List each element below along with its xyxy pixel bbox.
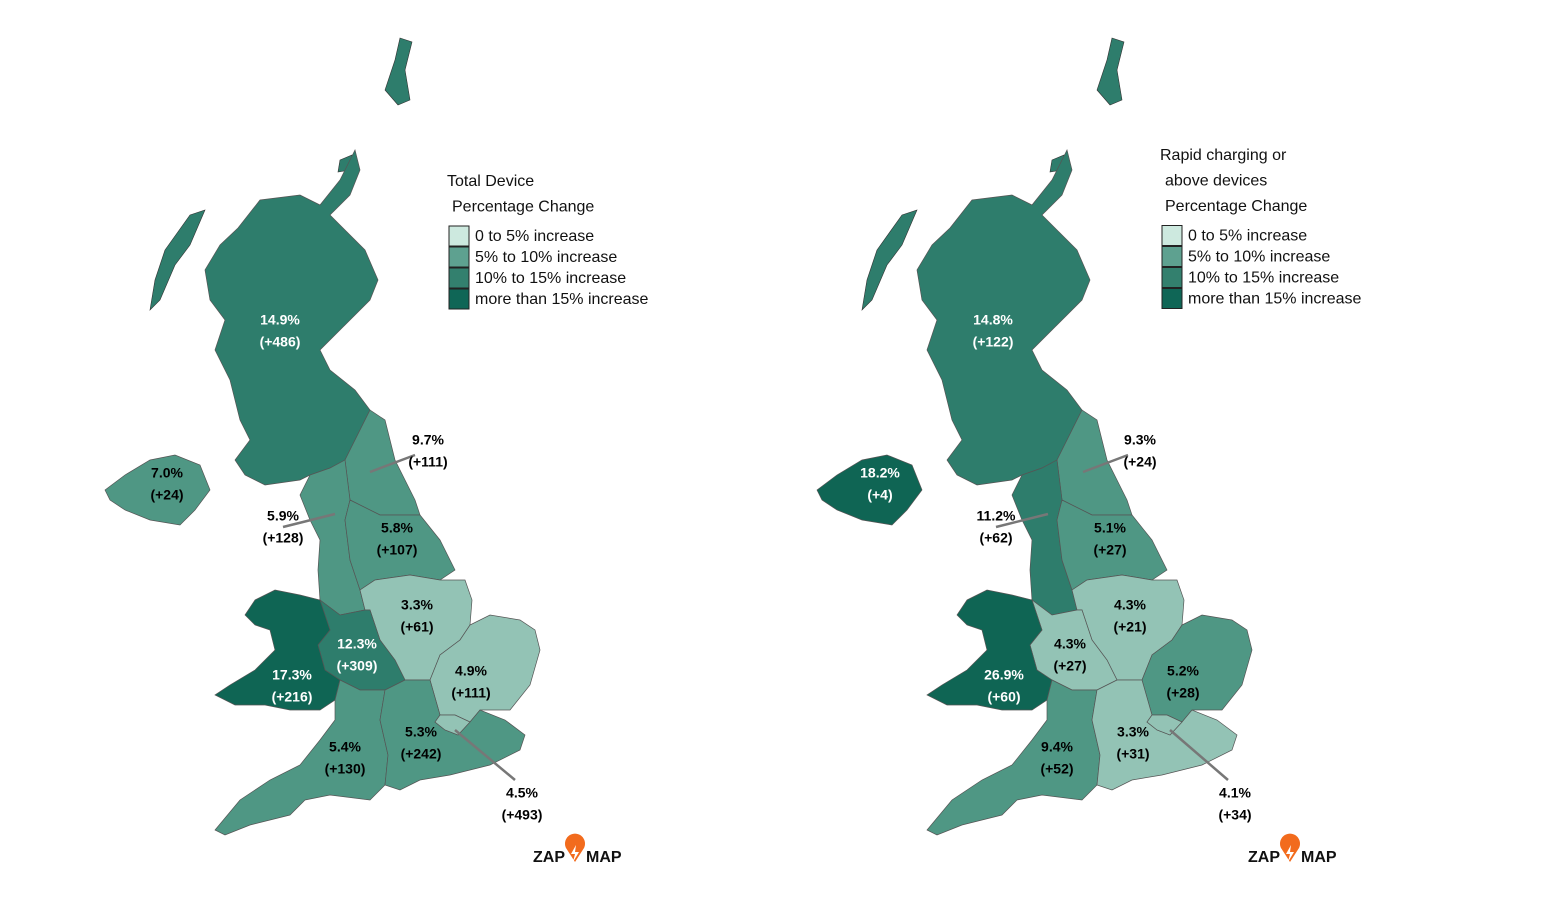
region-change: (+27) <box>1053 658 1086 674</box>
legend-label: more than 15% increase <box>475 291 649 308</box>
region-percent: 5.2% <box>1167 663 1199 679</box>
region-change: (+107) <box>377 542 418 558</box>
leader-line <box>1082 453 1129 474</box>
legend-title: above devices <box>1165 173 1267 190</box>
region-change: (+34) <box>1218 807 1251 823</box>
legend-swatch <box>448 288 470 310</box>
region-change: (+111) <box>451 685 490 701</box>
legend-title: Total Device <box>447 173 534 190</box>
uk-map <box>104 37 541 836</box>
region-percent: 14.8% <box>973 312 1013 328</box>
leader-line <box>369 453 416 474</box>
leader-line <box>282 512 336 529</box>
logo-bolt <box>571 845 579 862</box>
region-change: (+61) <box>400 619 433 635</box>
region-percent: 26.9% <box>984 667 1024 683</box>
region-change: (+486) <box>260 334 301 350</box>
legend-swatch <box>1161 267 1183 288</box>
island <box>384 37 413 106</box>
region-percent: 4.3% <box>1114 597 1146 613</box>
region-percent: 9.3% <box>1124 432 1156 448</box>
legend-title: Percentage Change <box>452 199 594 216</box>
logo-bolt <box>1286 845 1294 862</box>
leader-line <box>995 512 1049 529</box>
legend-swatch <box>448 246 470 268</box>
region-change: (+128) <box>263 530 304 546</box>
region <box>816 454 923 526</box>
legend-label: 5% to 10% increase <box>1188 249 1330 266</box>
logo-text: ZAP <box>533 849 565 866</box>
region-percent: 18.2% <box>860 465 900 481</box>
region-change: (+31) <box>1116 746 1149 762</box>
region-percent: 5.1% <box>1094 520 1126 536</box>
region-percent: 5.8% <box>381 520 413 536</box>
region-change: (+28) <box>1166 685 1199 701</box>
island <box>861 209 918 311</box>
region-change: (+62) <box>979 530 1012 546</box>
island <box>149 209 206 311</box>
legend-label: 5% to 10% increase <box>475 249 617 266</box>
region-percent: 14.9% <box>260 312 300 328</box>
region-percent: 4.1% <box>1219 785 1251 801</box>
region <box>926 589 1053 711</box>
legend-label: 0 to 5% increase <box>1188 228 1307 245</box>
region-change: (+4) <box>867 487 892 503</box>
region-change: (+493) <box>502 807 543 823</box>
legend-swatch <box>1161 225 1183 246</box>
region-change: (+242) <box>401 746 442 762</box>
region-percent: 5.9% <box>267 508 299 524</box>
region-change: (+24) <box>150 487 183 503</box>
logo-text: MAP <box>1301 849 1337 866</box>
island <box>1096 37 1125 106</box>
region-percent: 17.3% <box>272 667 312 683</box>
legend-title: Rapid charging or <box>1160 147 1287 164</box>
region-change: (+309) <box>337 658 378 674</box>
legend-label: 0 to 5% increase <box>475 228 594 245</box>
region-percent: 3.3% <box>1117 724 1149 740</box>
legend-swatch <box>1161 288 1183 309</box>
legend-title: Percentage Change <box>1165 198 1307 215</box>
region-percent: 5.4% <box>329 739 361 755</box>
region-percent: 11.2% <box>977 508 1016 524</box>
region-change: (+60) <box>987 689 1020 705</box>
region-percent: 7.0% <box>151 465 183 481</box>
legend-label: 10% to 15% increase <box>1188 270 1339 287</box>
region-percent: 4.5% <box>506 785 538 801</box>
region-percent: 12.3% <box>337 636 377 652</box>
region-percent: 3.3% <box>401 597 433 613</box>
region-change: (+122) <box>973 334 1014 350</box>
legend-swatch <box>1161 246 1183 267</box>
logo-text: MAP <box>586 849 622 866</box>
region <box>104 454 211 526</box>
region-change: (+130) <box>325 761 366 777</box>
region-change: (+27) <box>1093 542 1126 558</box>
region-change: (+111) <box>408 454 447 470</box>
region-percent: 5.3% <box>405 724 437 740</box>
leader-line <box>454 729 516 781</box>
legend-swatch <box>448 267 470 289</box>
leader-line <box>1169 729 1229 781</box>
region-percent: 4.3% <box>1054 636 1086 652</box>
region-change: (+52) <box>1040 761 1073 777</box>
region-percent: 9.7% <box>412 432 444 448</box>
region-change: (+24) <box>1123 454 1156 470</box>
legend-label: 10% to 15% increase <box>475 270 626 287</box>
uk-map <box>816 37 1253 836</box>
region-percent: 9.4% <box>1041 739 1073 755</box>
legend-swatch <box>448 225 470 247</box>
logo-text: ZAP <box>1248 849 1280 866</box>
region-change: (+216) <box>272 689 313 705</box>
region <box>214 589 341 711</box>
region <box>434 714 471 736</box>
region-percent: 4.9% <box>455 663 487 679</box>
legend-label: more than 15% increase <box>1188 291 1362 308</box>
region <box>1146 714 1183 736</box>
region-change: (+21) <box>1113 619 1146 635</box>
